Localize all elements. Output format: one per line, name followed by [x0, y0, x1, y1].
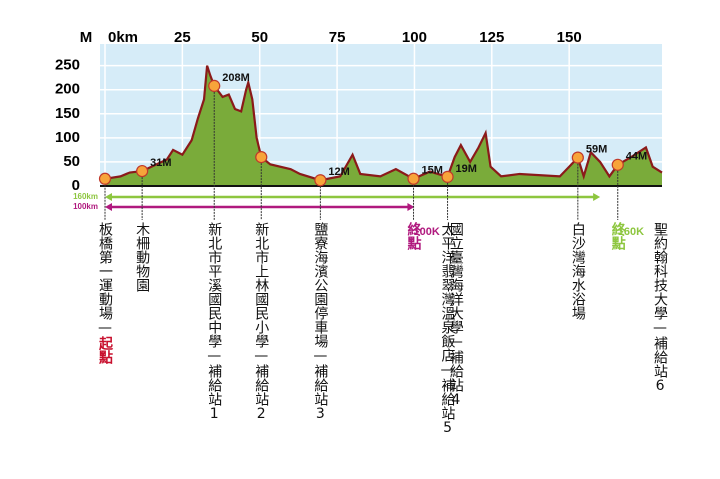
y-tick-label: 150 — [55, 105, 80, 122]
station-tag: 終點 — [405, 222, 422, 250]
station-name: 太平洋翡翠灣溫泉飯店—補給站5 — [439, 222, 456, 436]
y-tick-label: 0 — [72, 177, 80, 194]
x-tick-label: 50 — [251, 29, 268, 46]
y-tick-label: 250 — [55, 57, 80, 74]
marker-label: 208M — [222, 72, 250, 84]
station-label: 太平洋翡翠灣溫泉飯店—補給站5 — [440, 222, 456, 436]
x-tick-label: 75 — [329, 29, 346, 46]
station-name: 聖約翰科技大學—補給站6 — [652, 222, 669, 394]
marker — [571, 151, 584, 164]
station-label: 鹽寮海濱公園停車場—補給站3 — [312, 222, 328, 422]
station-name: 白沙灣海水浴場 — [569, 222, 586, 320]
arrow-head — [105, 203, 112, 211]
route-label: 100km — [73, 202, 98, 211]
marker — [441, 170, 454, 183]
marker-label: 44M — [626, 151, 647, 163]
y-tick-label: 50 — [63, 153, 80, 170]
marker — [136, 164, 149, 178]
marker — [208, 79, 221, 92]
station-label: 板橋第一運動場—起點 — [97, 222, 113, 364]
station-label: 聖約翰科技大學—補給站6 160K 終點 — [610, 222, 668, 394]
area-fill — [105, 65, 662, 186]
station-name: 國立臺灣海洋大學—補給站4 — [447, 222, 464, 408]
station-name: 板橋第一運動場— — [97, 222, 113, 336]
station-name: 新北市上林國民小學—補給站2 — [253, 222, 270, 422]
marker-label: 12M — [328, 166, 349, 178]
station-name: 木柵動物園 — [134, 222, 151, 292]
x-tick-label: 100 — [402, 29, 427, 46]
y-tick-label: 100 — [55, 129, 80, 146]
station-label: 新北市上林國民小學—補給站2 — [253, 222, 269, 422]
marker — [407, 172, 420, 185]
x-tick-label: 150 — [557, 29, 582, 46]
station-label: 白沙灣海水浴場 — [570, 222, 586, 320]
arrow-head — [407, 203, 415, 211]
x-tick-label: 125 — [479, 29, 504, 46]
station-label: 新北市平溪國民中學—補給站1 — [206, 222, 222, 422]
x-tick-label: 25 — [174, 29, 191, 46]
marker-label: 59M — [586, 144, 607, 156]
arrow-head — [593, 193, 601, 201]
marker — [98, 172, 112, 185]
station-tag: 終點 — [609, 222, 626, 250]
marker-label: 31M — [150, 157, 171, 169]
marker — [314, 174, 327, 187]
station-name: 新北市平溪國民中學—補給站1 — [206, 222, 223, 422]
station-label: 木柵動物園 — [134, 222, 150, 292]
y-tick-label: 200 — [55, 81, 80, 98]
station-label: 國立臺灣海洋大學—補給站4 100K 終點 — [406, 222, 464, 408]
distance-label: 160K — [617, 226, 645, 238]
arrow-head — [105, 193, 112, 201]
station-tag: 起點 — [97, 336, 113, 364]
marker — [611, 158, 624, 171]
station-name: 鹽寮海濱公園停車場—補給站3 — [312, 222, 329, 422]
marker — [255, 151, 268, 164]
marker-label: 15M — [422, 165, 443, 177]
y-unit: M — [80, 29, 93, 46]
distance-label: 100K — [413, 226, 440, 238]
marker-label: 19M — [456, 163, 477, 175]
route-label: 160km — [73, 192, 98, 201]
x-tick-label: 0km — [108, 29, 138, 46]
